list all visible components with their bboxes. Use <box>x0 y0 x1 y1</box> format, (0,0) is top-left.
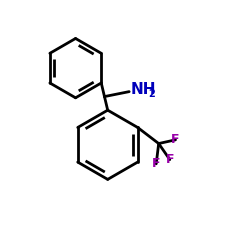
Text: F: F <box>152 157 160 170</box>
Text: 2: 2 <box>148 88 155 99</box>
Text: NH: NH <box>130 82 156 97</box>
Text: F: F <box>166 153 174 166</box>
Text: F: F <box>171 133 180 146</box>
